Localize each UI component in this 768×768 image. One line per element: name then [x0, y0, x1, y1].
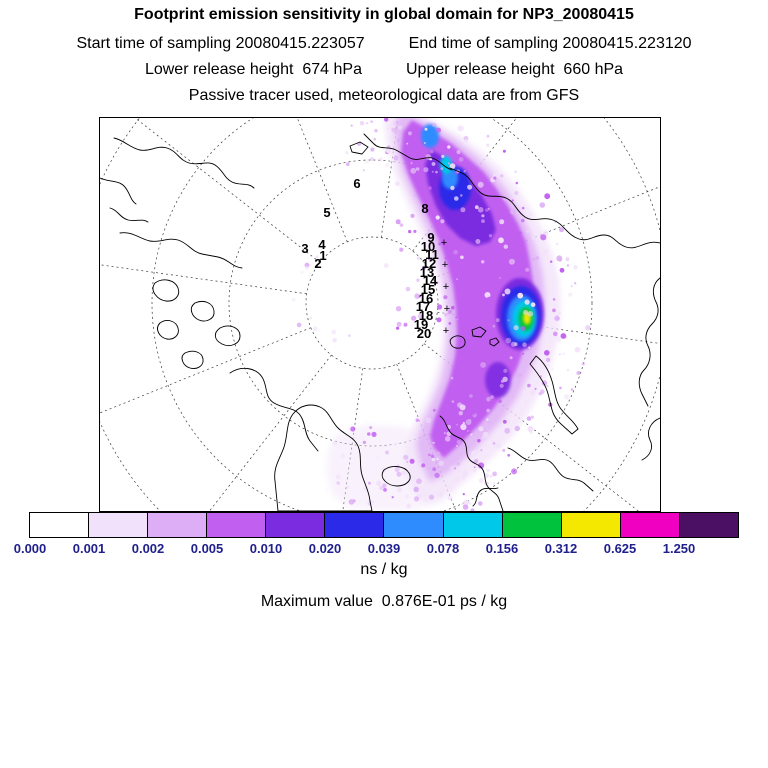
colorbar-tick-label: 0.625 [603, 541, 637, 556]
colorbar-tick-label: 0.002 [131, 541, 165, 556]
colorbar [29, 512, 739, 538]
colorbar-tick-label: 1.250 [662, 541, 696, 556]
colorbar-tick-label: 0.020 [308, 541, 342, 556]
trajectory-number: 3 [301, 241, 308, 256]
colorbar-segment [324, 513, 384, 537]
colorbar-segment [88, 513, 148, 537]
trajectory-number: 14 [423, 273, 438, 288]
colorbar-wrap: 0.000 0.001 0.002 0.005 0.010 0.020 0.039 0.078… [0, 512, 768, 560]
colorbar-segment [147, 513, 207, 537]
trajectory-number: 20 [417, 326, 431, 341]
colorbar-tick-label: 0.312 [544, 541, 578, 556]
plume-speckles [291, 118, 591, 511]
colorbar-tick-label: 0.156 [485, 541, 519, 556]
upper-release-text: Upper release height 660 hPa [406, 61, 624, 78]
trajectory-number: 12 [422, 256, 436, 271]
end-time-text: End time of sampling 20080415.223120 [408, 35, 692, 52]
trajectory-cross-marker: + [441, 237, 447, 249]
trajectory-number: 15 [421, 282, 435, 297]
trajectory-number: 11 [425, 247, 439, 262]
trajectory-number: 6 [353, 176, 360, 191]
colorbar-segment [30, 513, 89, 537]
colorbar-segment [442, 513, 502, 537]
trajectory-number: 17 [416, 299, 430, 314]
trajectory-cross-marker: + [444, 303, 450, 315]
trajectory-number: 2 [314, 256, 321, 271]
trajectory-number: 1 [319, 248, 326, 263]
trajectory-number: 19 [414, 317, 428, 332]
trajectory-cross-marker: + [443, 325, 449, 337]
trajectory-cross-marker: + [443, 281, 449, 293]
trajectory-number: 13 [420, 265, 434, 280]
start-time-text: Start time of sampling 20080415.223057 [76, 35, 365, 52]
colorbar-tick-label: 0.010 [249, 541, 283, 556]
trajectory-number: 18 [419, 308, 433, 323]
trajectory-number: 5 [323, 205, 330, 220]
colorbar-tick-label: 0.001 [72, 541, 106, 556]
plume-body [401, 120, 544, 458]
coastlines [100, 133, 660, 511]
trajectory-number: 8 [421, 201, 428, 216]
max-value-label: Maximum value 0.876E-01 ps / kg [260, 593, 508, 610]
colorbar-tick-label: 0.078 [426, 541, 460, 556]
trajectory-number: 10 [421, 239, 435, 254]
colorbar-tick-label: 0.005 [190, 541, 224, 556]
trajectory-number: 4 [318, 237, 326, 252]
colorbar-segment [501, 513, 561, 537]
colorbar-tick-label: 0.000 [13, 541, 47, 556]
colorbar-segment [560, 513, 620, 537]
colorbar-segment [678, 513, 738, 537]
map-frame: 3 4 1 2 5 6 8 9 10 11 12 13 14 15 16 17 18 19 20 + + + + + [99, 117, 661, 512]
units-label: ns / kg [360, 561, 408, 578]
trajectory-cross-marker: + [442, 259, 448, 271]
lower-release-text: Lower release height 674 hPa [144, 61, 362, 78]
colorbar-segment [265, 513, 325, 537]
trajectory-number: 9 [427, 230, 434, 245]
sampling-line: Start time of sampling 20080415.223057 E… [0, 35, 768, 53]
colorbar-segment [206, 513, 266, 537]
colorbar-segment [619, 513, 679, 537]
trajectory-number: 16 [419, 291, 433, 306]
plot-title: Footprint emission sensitivity in global… [134, 6, 634, 23]
tracer-line: Passive tracer used, meteorological data… [188, 87, 580, 104]
release-height-line: Lower release height 674 hPa Upper relea… [0, 61, 768, 79]
colorbar-segment [383, 513, 443, 537]
colorbar-tick-label: 0.039 [367, 541, 401, 556]
